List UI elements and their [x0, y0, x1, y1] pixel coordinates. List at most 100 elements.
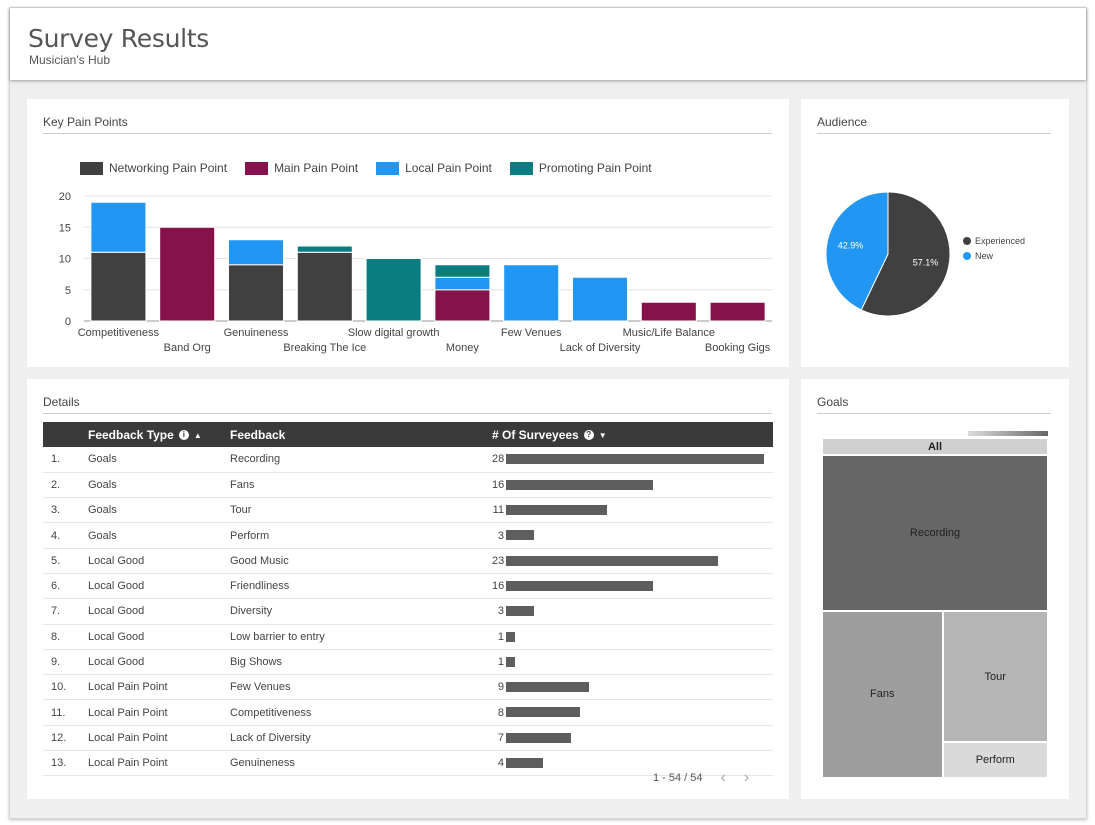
table-row[interactable]: 5. Local Good Good Music 23	[43, 548, 773, 574]
pain-points-card: Key Pain Points Networking Pain Point Mai…	[27, 99, 789, 367]
surveyees-bar	[506, 656, 516, 667]
surveyees-value: 16	[492, 580, 505, 593]
table-row[interactable]: 6. Local Good Friendliness 16	[43, 573, 773, 599]
sort-asc-icon[interactable]: ▲	[193, 430, 202, 440]
bar-segment[interactable]	[709, 301, 766, 322]
bar-segment[interactable]	[434, 276, 491, 291]
bar-segment[interactable]	[640, 301, 697, 322]
chart-legend[interactable]: Networking Pain Point Main Pain Point Loca…	[80, 161, 652, 175]
table-row[interactable]: 9. Local Good Big Shows 1	[43, 649, 773, 675]
feedback-cell: Good Music	[230, 554, 289, 567]
pie-slice[interactable]	[825, 191, 889, 311]
table-row[interactable]: 2. Goals Fans 16	[43, 472, 773, 498]
treemap-root[interactable]: All	[822, 438, 1048, 455]
table-row[interactable]: 7. Local Good Diversity 3	[43, 599, 773, 625]
audience-pie-chart[interactable]: 57.1% 42.9%	[801, 99, 1069, 367]
page-title: Survey Results	[28, 24, 209, 53]
bar-segment[interactable]	[365, 258, 422, 322]
card-title: Goals	[817, 395, 849, 409]
details-card: Details Feedback Type i ▲ Feedback # Of Su…	[27, 379, 789, 799]
bar-segment[interactable]	[296, 245, 353, 253]
treemap-cell-label: Perform	[975, 754, 1015, 767]
card-title: Key Pain Points	[43, 115, 128, 129]
surveyees-cell: 9	[492, 675, 773, 700]
row-index: 8.	[51, 630, 61, 643]
table-row[interactable]: 8. Local Good Low barrier to entry 1	[43, 624, 773, 650]
bar-segment[interactable]	[434, 264, 491, 278]
legend-item[interactable]: Experienced	[963, 233, 1025, 248]
surveyees-bar	[506, 606, 534, 617]
bar-segment[interactable]	[434, 289, 491, 322]
surveyees-cell: 3	[492, 599, 773, 624]
pie-slice-label: 57.1%	[913, 258, 939, 268]
surveyees-header[interactable]: # Of Surveyees? ▼	[492, 422, 773, 447]
row-index: 7.	[51, 605, 61, 618]
feedback-cell: Competitiveness	[230, 706, 312, 719]
surveyees-bar	[506, 505, 608, 516]
legend-item[interactable]: Local Pain Point	[376, 161, 492, 175]
feedback-header[interactable]: Feedback	[230, 422, 492, 447]
legend-swatch	[376, 161, 400, 175]
treemap-cell[interactable]: Recording	[822, 455, 1048, 611]
surveyees-value: 3	[497, 529, 504, 542]
legend-label: New	[975, 250, 994, 261]
bar-segment[interactable]	[159, 226, 216, 322]
sort-desc-icon[interactable]: ▼	[598, 430, 607, 440]
table-row[interactable]: 12. Local Pain Point Lack of Diversity 7	[43, 725, 773, 751]
table-row[interactable]: 13. Local Pain Point Genuineness 4	[43, 751, 773, 776]
card-title: Details	[43, 395, 80, 409]
dashboard-frame: Survey Results Musician's Hub Key Pain P…	[9, 7, 1087, 819]
surveyees-bar	[506, 479, 654, 490]
pie-legend: Experienced New	[963, 233, 1025, 263]
goals-treemap[interactable]: All Recording Fans Tour Perform	[822, 438, 1048, 778]
report-header: Survey Results Musician's Hub	[10, 8, 1086, 80]
legend-swatch	[963, 236, 971, 245]
table-row[interactable]: 1. Goals Recording 28	[43, 447, 773, 473]
feedback-type-cell: Local Pain Point	[88, 706, 168, 719]
next-page-icon[interactable]: ›	[743, 769, 750, 786]
x-tick-label: Music/Life Balance	[623, 327, 715, 339]
prev-page-icon[interactable]: ‹	[720, 769, 726, 786]
pie-slice[interactable]	[860, 191, 951, 317]
feedback-type-cell: Goals	[88, 504, 117, 517]
row-index: 10.	[51, 681, 67, 694]
legend-item[interactable]: Networking Pain Point	[80, 161, 227, 175]
legend-swatch	[963, 251, 971, 260]
row-index: 11.	[51, 706, 66, 719]
treemap-cell[interactable]: Tour	[942, 610, 1048, 743]
bar-segment[interactable]	[571, 276, 629, 322]
feedback-type-cell: Local Pain Point	[88, 681, 168, 694]
legend-label: Local Pain Point	[405, 161, 492, 175]
bar-segment[interactable]	[90, 251, 147, 322]
treemap-cell[interactable]: Perform	[942, 742, 1048, 778]
surveyees-bar	[506, 732, 571, 743]
legend-item[interactable]: Main Pain Point	[245, 161, 358, 175]
bar-segment[interactable]	[227, 264, 285, 322]
legend-item[interactable]: New	[963, 248, 1025, 263]
surveyees-bar	[506, 580, 654, 591]
surveyees-cell: 1	[492, 624, 773, 649]
legend-item[interactable]: Promoting Pain Point	[509, 161, 652, 175]
table-row[interactable]: 11. Local Pain Point Competitiveness 8	[43, 700, 773, 726]
legend-label: Promoting Pain Point	[538, 161, 652, 175]
table-row[interactable]: 10. Local Pain Point Few Venues 9	[43, 675, 773, 700]
surveyees-value: 28	[492, 453, 505, 466]
x-tick-label: Competitiveness	[78, 327, 160, 339]
help-icon[interactable]: ?	[583, 430, 594, 441]
feedback-type-header[interactable]: Feedback Type i ▲	[88, 422, 230, 447]
bar-segment[interactable]	[227, 239, 285, 266]
bar-segment[interactable]	[296, 251, 353, 322]
legend-swatch	[80, 161, 103, 175]
info-icon[interactable]: i	[178, 430, 189, 441]
details-table: Feedback Type i ▲ Feedback # Of Surveyees?…	[43, 422, 773, 776]
y-tick-label: 15	[59, 222, 71, 234]
treemap-cell[interactable]: Fans	[822, 610, 943, 778]
table-row[interactable]: 4. Goals Perform 3	[43, 523, 773, 549]
surveyees-value: 16	[492, 478, 505, 491]
pain-points-chart[interactable]: 0 5 10 15 20 Competitiveness Band Org Genuinene…	[27, 99, 789, 367]
card-divider	[43, 413, 772, 414]
table-row[interactable]: 3. Goals Tour 11	[43, 498, 773, 523]
bar-segment[interactable]	[503, 264, 560, 322]
bar-segment[interactable]	[90, 201, 147, 253]
surveyees-value: 23	[492, 554, 505, 567]
